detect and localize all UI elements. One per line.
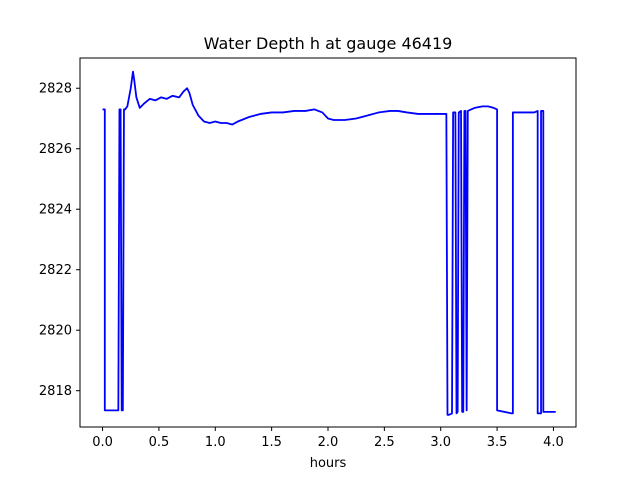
series-line-water-depth (102, 70, 556, 416)
x-tick-label: 4.0 (543, 435, 564, 450)
y-tick-label: 2826 (39, 142, 72, 157)
y-tick-label: 2822 (39, 263, 72, 278)
x-tick-label: 1.5 (261, 435, 282, 450)
x-tick-label: 2.5 (374, 435, 395, 450)
x-tick-label: 1.0 (205, 435, 226, 450)
y-axis: 2818 2820 2822 2824 2826 2828 (39, 82, 80, 399)
y-tick-label: 2824 (39, 203, 72, 218)
x-tick-label: 0.0 (92, 435, 113, 450)
x-axis-label: hours (310, 456, 347, 471)
y-tick-label: 2828 (39, 82, 72, 97)
x-tick-label: 3.0 (430, 435, 451, 450)
x-tick-label: 2.0 (318, 435, 339, 450)
y-tick-label: 2818 (39, 384, 72, 399)
x-tick-label: 0.5 (149, 435, 170, 450)
y-tick-label: 2820 (39, 324, 72, 339)
chart-title: Water Depth h at gauge 46419 (204, 34, 453, 53)
x-axis: 0.0 0.5 1.0 1.5 2.0 2.5 3.0 3.5 4.0 (92, 427, 564, 450)
plot-area (102, 70, 556, 416)
x-tick-label: 3.5 (487, 435, 508, 450)
